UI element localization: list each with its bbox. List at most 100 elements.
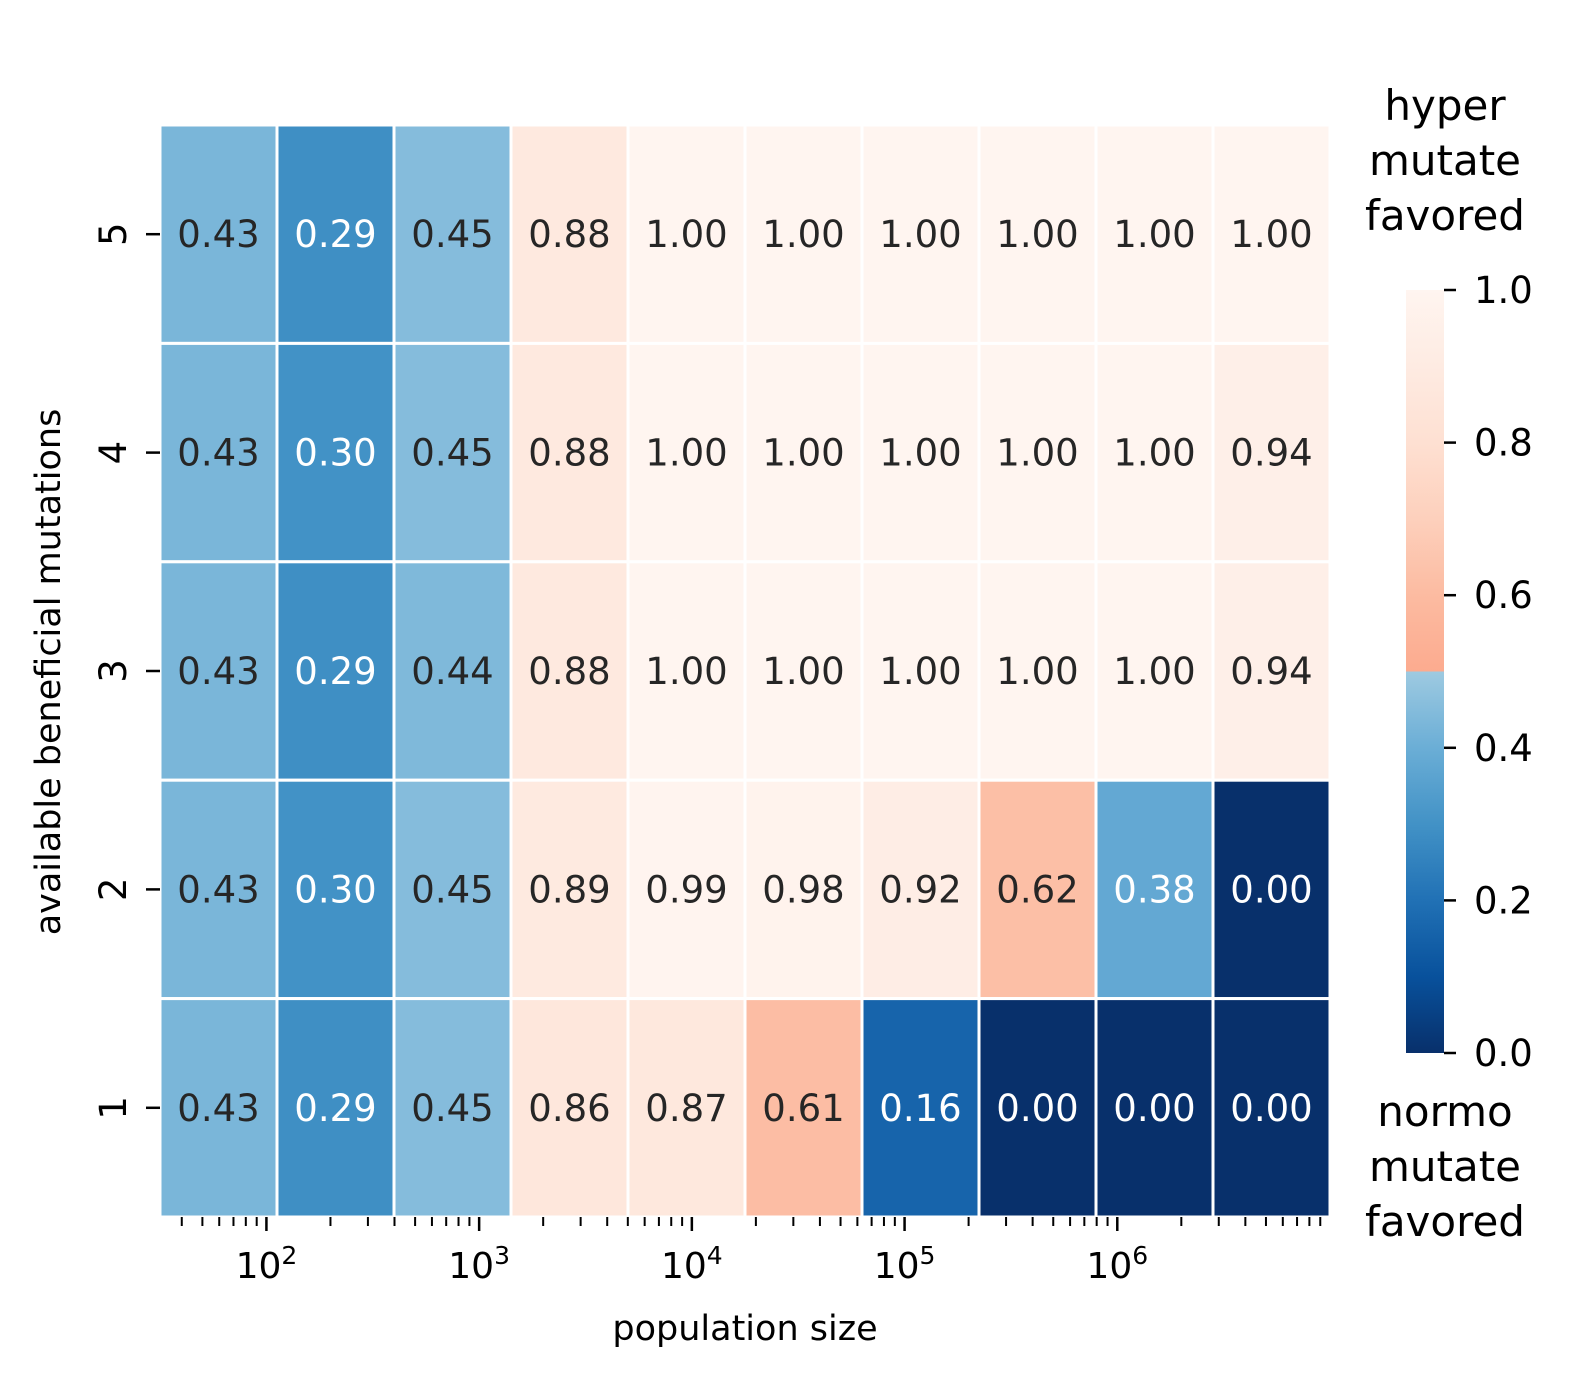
heatmap-cell-label: 1.00 xyxy=(996,650,1078,693)
heatmap-cell-label: 1.00 xyxy=(996,213,1078,256)
heatmap-cell xyxy=(275,341,396,564)
heatmap-cell-label: 1.00 xyxy=(645,213,727,256)
heatmap-cell xyxy=(743,778,864,1001)
heatmap-cell-label: 1.00 xyxy=(1113,213,1195,256)
heatmap-cell-label: 0.00 xyxy=(1230,868,1312,911)
heatmap-cell-label: 0.98 xyxy=(762,868,844,911)
colorbar-top-label: hyper mutate favored xyxy=(1365,81,1525,240)
colorbar-top-label-line-3: favored xyxy=(1365,191,1525,240)
heatmap-cell xyxy=(275,560,396,782)
heatmap-cell-label: 0.43 xyxy=(177,1087,259,1130)
heatmap-cell xyxy=(1094,778,1215,1001)
y-tick-label: 1 xyxy=(92,1096,135,1120)
x-tick-label: 103 xyxy=(448,1241,510,1287)
heatmap-cell xyxy=(977,123,1098,345)
heatmap-cell xyxy=(158,123,279,345)
heatmap-cell-label: 0.92 xyxy=(879,868,961,911)
heatmap-cell-label: 0.89 xyxy=(528,868,610,911)
x-axis-label: population size xyxy=(612,1309,877,1349)
colorbar-bottom-label-line-3: favored xyxy=(1365,1197,1525,1246)
heatmap-cell xyxy=(158,778,279,1001)
heatmap-cell xyxy=(392,123,513,345)
heatmap-cell xyxy=(275,123,396,345)
heatmap-cell-label: 0.45 xyxy=(411,213,493,256)
heatmap-cell xyxy=(860,341,981,564)
heatmap-cell xyxy=(860,778,981,1001)
heatmap-cell-label: 1.00 xyxy=(1113,432,1195,475)
y-tick-label: 5 xyxy=(92,222,135,246)
colorbar-top-label-line-1: hyper xyxy=(1384,81,1506,130)
heatmap-cell xyxy=(1211,341,1332,564)
heatmap-cell-label: 1.00 xyxy=(1113,650,1195,693)
heatmap-cell-label: 0.43 xyxy=(177,432,259,475)
heatmap-cell-label: 1.00 xyxy=(762,213,844,256)
heatmap-cell-label: 1.00 xyxy=(879,213,961,256)
heatmap-cell-label: 0.88 xyxy=(528,213,610,256)
heatmap-cell xyxy=(977,997,1098,1219)
heatmap-cell-label: 0.45 xyxy=(411,868,493,911)
heatmap-cell xyxy=(158,560,279,782)
heatmap-cell-label: 0.45 xyxy=(411,1087,493,1130)
heatmap-cell xyxy=(1094,341,1215,564)
heatmap-cell-labels: 0.43 0.29 0.45 0.88 1.00 1.00 1.00 1.00 1.00 1.00… xyxy=(177,213,1312,1130)
heatmap-cell xyxy=(509,341,630,564)
heatmap-cell-label: 0.99 xyxy=(645,868,727,911)
y-tick-label: 2 xyxy=(92,878,135,902)
colorbar-tick-label: 0.0 xyxy=(1474,1032,1533,1075)
x-tick-label: 102 xyxy=(236,1241,298,1287)
heatmap-cell xyxy=(392,997,513,1219)
heatmap-cell-label: 0.45 xyxy=(411,432,493,475)
x-tick-label: 104 xyxy=(661,1241,723,1287)
heatmap-cell-label: 0.00 xyxy=(1113,1087,1195,1130)
heatmap-cell-label: 0.94 xyxy=(1230,650,1312,693)
heatmap-cell-label: 1.00 xyxy=(1230,213,1312,256)
heatmap-cell-label: 1.00 xyxy=(996,432,1078,475)
colorbar-tick-label: 0.4 xyxy=(1474,727,1533,770)
heatmap-cell xyxy=(860,997,981,1219)
y-axis-label: available beneficial mutations xyxy=(29,409,69,936)
heatmap-cell-label: 0.44 xyxy=(411,650,493,693)
heatmap-cell xyxy=(743,341,864,564)
heatmap-cell xyxy=(1211,997,1332,1219)
colorbar xyxy=(1406,290,1444,1053)
heatmap-cell-label: 0.43 xyxy=(177,213,259,256)
heatmap-cell-label: 0.94 xyxy=(1230,432,1312,475)
heatmap-cell xyxy=(1094,560,1215,782)
x-tick-label: 105 xyxy=(874,1241,936,1287)
y-tick-label: 3 xyxy=(92,659,135,683)
colorbar-bottom-label: normo mutate favored xyxy=(1365,1087,1525,1246)
heatmap-cell-label: 1.00 xyxy=(762,432,844,475)
colorbar-tick-label: 1.0 xyxy=(1474,269,1533,312)
heatmap-cell xyxy=(1211,778,1332,1001)
heatmap-cell-label: 0.88 xyxy=(528,432,610,475)
heatmap-cell-label: 0.38 xyxy=(1113,868,1195,911)
heatmap-cell-label: 1.00 xyxy=(645,432,727,475)
heatmap-cell-label: 0.16 xyxy=(879,1087,961,1130)
heatmap-cell-label: 0.62 xyxy=(996,868,1078,911)
heatmap-cell-label: 0.29 xyxy=(294,650,376,693)
colorbar-tick-label: 0.8 xyxy=(1474,422,1533,465)
heatmap-cell-label: 0.87 xyxy=(645,1087,727,1130)
colorbar-top-label-line-2: mutate xyxy=(1369,136,1521,185)
heatmap-cell xyxy=(977,341,1098,564)
heatmap-cell-label: 1.00 xyxy=(762,650,844,693)
heatmap-cell-label: 1.00 xyxy=(879,432,961,475)
heatmap-cell xyxy=(860,560,981,782)
heatmap-cell xyxy=(1211,560,1332,782)
heatmap-cell-label: 0.30 xyxy=(294,432,376,475)
heatmap-cell-label: 0.00 xyxy=(996,1087,1078,1130)
heatmap-cell xyxy=(626,997,747,1219)
colorbar-tick-label: 0.6 xyxy=(1474,574,1533,617)
colorbar-tick-label: 0.2 xyxy=(1474,879,1533,922)
y-axis: 5 4 3 2 1 xyxy=(92,222,160,1120)
colorbar-bottom-label-line-2: mutate xyxy=(1369,1142,1521,1191)
x-axis: 102 103 104 105 106 xyxy=(180,1217,1322,1287)
heatmap-cell-label: 0.86 xyxy=(528,1087,610,1130)
heatmap-cell-label: 0.43 xyxy=(177,650,259,693)
heatmap-cell-label: 1.00 xyxy=(879,650,961,693)
heatmap-cell-label: 0.29 xyxy=(294,1087,376,1130)
y-tick-label: 4 xyxy=(92,441,135,465)
heatmap-cell xyxy=(743,997,864,1219)
heatmap-cell xyxy=(1094,997,1215,1219)
